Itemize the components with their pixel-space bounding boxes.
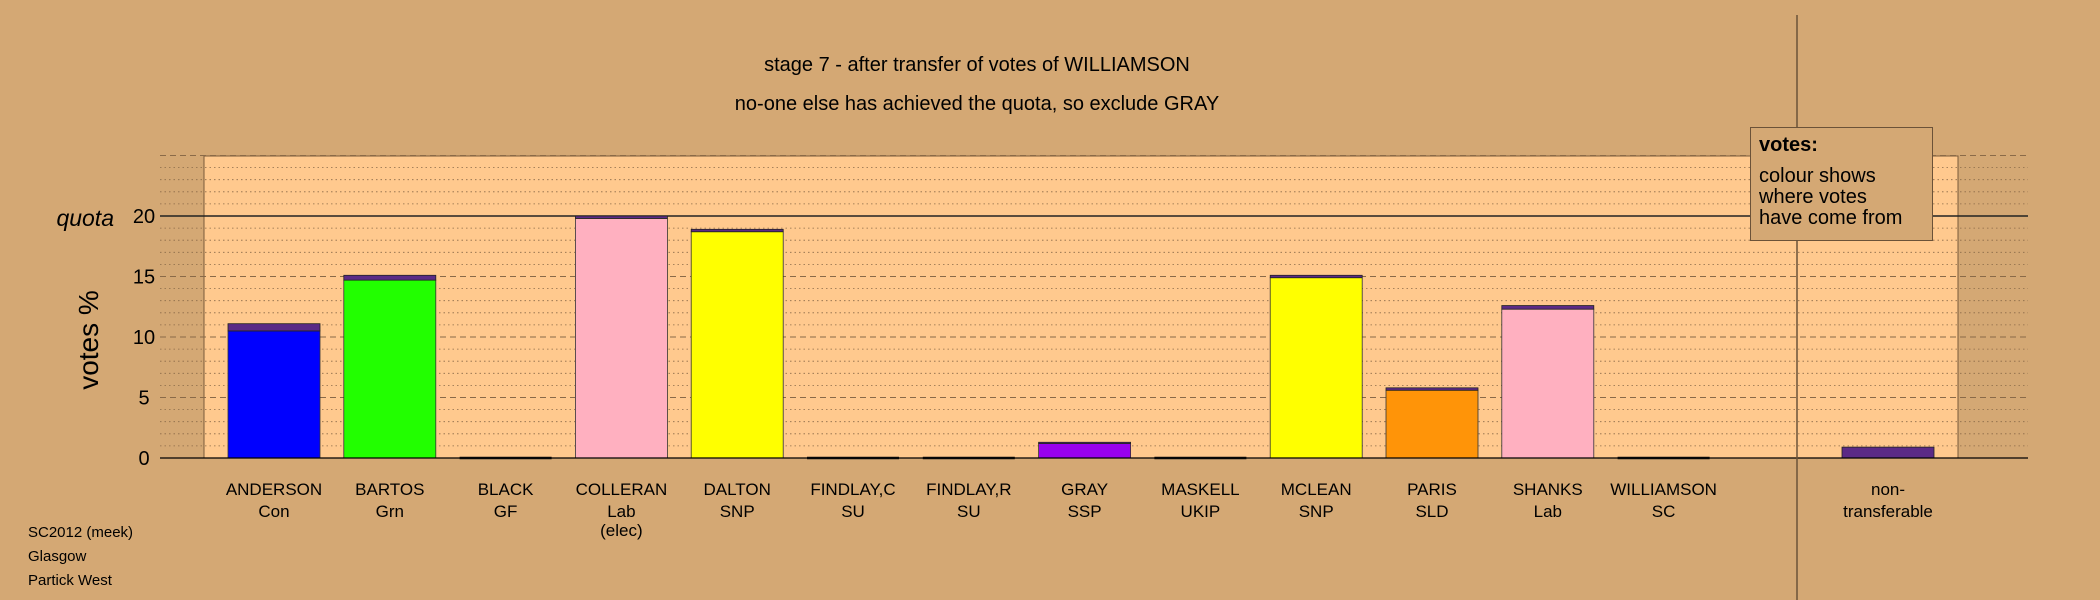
x-label-note: (elec)	[600, 521, 643, 540]
x-label-party: SNP	[720, 502, 755, 521]
x-label-name: BLACK	[478, 480, 534, 499]
bar-transfer-segment	[1501, 305, 1595, 310]
x-label-name: PARIS	[1407, 480, 1457, 499]
y-tick-label: 10	[133, 327, 155, 349]
x-label-party: UKIP	[1181, 502, 1221, 521]
chart-subtitle: no-one else has achieved the quota, so e…	[735, 93, 1219, 115]
x-label-name: MCLEAN	[1281, 480, 1352, 499]
x-label-name: COLLERAN	[576, 480, 668, 499]
bar-paris	[1385, 389, 1479, 459]
x-label-party: GF	[494, 502, 518, 521]
bar-colleran	[575, 218, 668, 459]
chart-title: stage 7 - after transfer of votes of WIL…	[764, 54, 1190, 76]
y-tick-label: 5	[138, 388, 149, 410]
x-label-name: FINDLAY,C	[810, 480, 895, 499]
bar-transfer-segment	[1385, 387, 1479, 391]
bar-transfer-segment	[690, 228, 784, 233]
x-label-party: SSP	[1068, 502, 1102, 521]
quota-label: quota	[56, 205, 114, 231]
x-label-name: MASKELL	[1161, 480, 1239, 499]
x-label-name: BARTOS	[355, 480, 424, 499]
y-tick-label: 0	[138, 448, 149, 470]
x-label-nontransferable: non-	[1871, 480, 1905, 499]
legend-line: have come from	[1759, 207, 1903, 229]
legend-title: votes:	[1759, 134, 1818, 156]
x-label-party: SU	[957, 502, 981, 521]
x-axis-labels: ANDERSONConBARTOSGrnBLACKGFCOLLERANLab(e…	[226, 480, 1933, 540]
y-tick-label: 15	[133, 267, 155, 289]
x-label-name: FINDLAY,R	[926, 480, 1011, 499]
bar-anderson	[227, 330, 321, 459]
bar-transfer-segment	[227, 323, 321, 332]
legend-box: votes: colour shows where votes have com…	[1750, 127, 1933, 241]
x-label-party: Grn	[376, 502, 404, 521]
y-axis-label: votes %	[73, 290, 104, 390]
x-label-name: ANDERSON	[226, 480, 322, 499]
legend-line: where votes	[1759, 186, 1867, 208]
bars	[227, 215, 1935, 460]
bar-bartos	[343, 279, 437, 459]
x-label-nontransferable: transferable	[1843, 502, 1933, 521]
x-label-party: SU	[841, 502, 865, 521]
x-label-party: Lab	[607, 502, 635, 521]
bar-gray	[1038, 443, 1131, 459]
x-label-name: SHANKS	[1513, 480, 1583, 499]
x-label-party: SLD	[1415, 502, 1448, 521]
x-label-name: GRAY	[1061, 480, 1108, 499]
plot-panel	[203, 155, 1959, 459]
bar-transfer-segment	[1038, 441, 1131, 444]
x-label-name: DALTON	[704, 480, 771, 499]
bar-transfer-segment	[343, 274, 437, 281]
x-label-party: SNP	[1299, 502, 1334, 521]
y-axis: 0 5 10 15 20	[133, 206, 155, 470]
footnote-council: Glasgow	[28, 548, 87, 565]
bar-nontransferable	[1841, 446, 1935, 459]
footnote-ward: Partick West	[28, 572, 112, 589]
y-tick-label: 20	[133, 206, 155, 228]
x-label-name: WILLIAMSON	[1610, 480, 1717, 499]
bar-dalton	[690, 231, 784, 459]
bar-shanks	[1501, 308, 1595, 459]
legend-line: colour shows	[1759, 165, 1876, 187]
footnote-method: SC2012 (meek)	[28, 524, 134, 541]
x-label-party: SC	[1652, 502, 1676, 521]
bar-transfer-segment	[1269, 274, 1363, 279]
x-label-party: Lab	[1534, 502, 1562, 521]
bar-mclean	[1269, 277, 1363, 459]
gridlines	[160, 155, 2028, 447]
bar-transfer-segment	[575, 215, 668, 219]
x-label-party: Con	[258, 502, 289, 521]
